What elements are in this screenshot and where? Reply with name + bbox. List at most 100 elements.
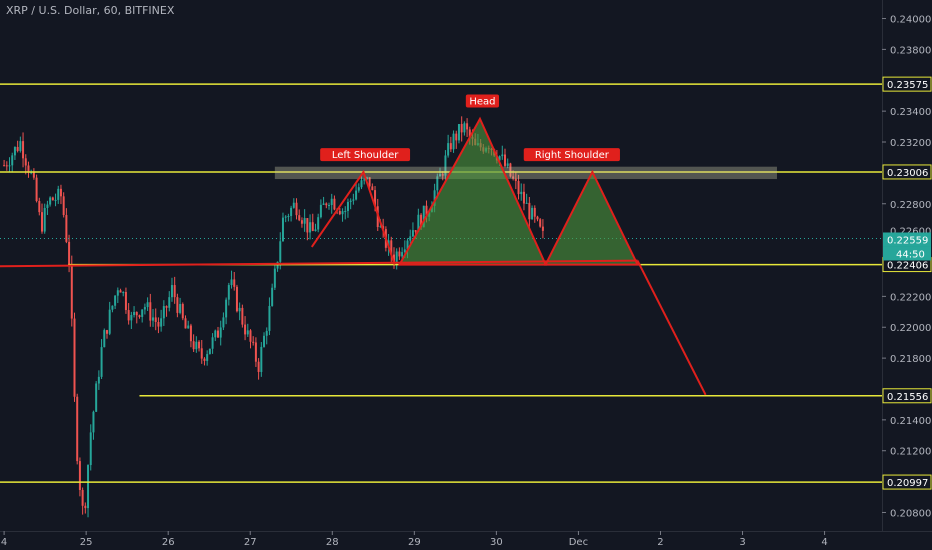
candle-body [338,211,341,215]
candle-body [449,143,452,150]
candle-body [457,124,460,141]
candle-body [300,220,303,224]
candle-body [512,176,515,179]
projection-line [636,260,707,396]
candle-body [444,155,447,176]
candle-body [211,337,214,349]
price-tick-label: 0.23400 [890,107,931,118]
candle-body [273,268,276,288]
candle-body [216,330,219,338]
candle-body [531,207,534,220]
candle-body [344,210,347,212]
candle-body [401,252,404,257]
price-tick-label: 0.22800 [890,200,931,211]
candle-body [271,287,274,306]
candle-body [284,216,287,218]
candle-body [260,346,263,372]
candle-body [295,202,298,216]
time-axis: 4 25 26 27 28 29 30 Dec 2 3 4 [0,531,932,548]
candle-body [263,335,266,347]
candle-body [138,315,141,317]
candle-body [181,304,184,319]
price-tick-label: 0.21200 [890,447,931,458]
price-tick-label: 0.21400 [890,416,931,427]
countdown-label: 44:50 [896,249,925,260]
price-tick-label: 0.23800 [890,45,931,56]
candle-body [536,216,539,220]
candle-body [95,383,98,412]
candle-body [235,286,238,312]
candle-body [116,290,119,296]
candle-body [27,165,30,173]
candle-body [81,489,84,506]
candle-body [22,141,25,159]
candle-body [41,212,44,232]
candle-body [105,330,108,334]
candle-body [346,201,349,211]
level-price-label: 0.23575 [887,80,928,91]
candle-body [54,199,57,201]
candle-body [179,304,182,313]
candle-body [322,203,325,205]
time-tick-label: 26 [162,537,175,548]
candle-body [214,330,217,338]
level-price-tag [882,164,932,180]
candle-body [24,158,27,166]
candle-body [51,197,54,201]
candle-body [409,236,412,241]
candle-body [265,330,268,336]
candle-body [3,165,6,167]
candle-body [189,325,192,342]
candle-body [46,204,49,208]
candle-body [514,178,517,181]
candle-body [5,165,8,167]
support-resistance-levels [0,83,882,483]
candle-body [374,190,377,207]
candle-body [357,187,360,191]
left-shoulder-line [310,169,396,265]
time-tick-label: 4 [1,537,7,548]
candle-body [68,241,71,265]
candle-body [279,241,282,262]
time-tick-label: 29 [408,537,421,548]
candle-body [119,290,122,293]
candle-body [257,361,260,372]
candle-body [160,318,163,327]
candle-body [395,251,398,264]
time-tick-label: Dec [569,537,588,548]
candle-body [390,240,393,255]
candle-body [103,330,106,348]
candle-body [365,177,368,180]
candle-body [30,172,33,174]
candle-body [441,174,444,176]
price-axis-panel [882,0,932,550]
candle-body [311,222,314,232]
candle-body [349,200,352,202]
candle-body [330,198,333,206]
price-tick-label: 0.24000 [890,15,931,26]
time-tick-label: 2 [657,537,663,548]
countdown-tag [883,246,931,261]
candle-body [141,309,144,317]
candle-body [43,207,46,232]
candle-body [360,180,363,188]
candle-body [317,217,320,230]
price-tick-label: 0.20800 [890,508,931,519]
candle-body [192,341,195,350]
candle-body [433,190,436,206]
candle-body [170,285,173,298]
pattern-label: Head [469,97,495,108]
candle-body [244,324,247,335]
candle-body [314,229,317,232]
candle-body [371,186,374,191]
candle-body [525,202,528,204]
candle-body [281,217,284,242]
candle-body [392,254,395,264]
candle-body [341,211,344,215]
candle-body [89,432,92,466]
candle-body [403,249,406,253]
candle-body [501,154,504,157]
time-tick-label: 27 [244,537,257,548]
candle-body [541,226,544,231]
